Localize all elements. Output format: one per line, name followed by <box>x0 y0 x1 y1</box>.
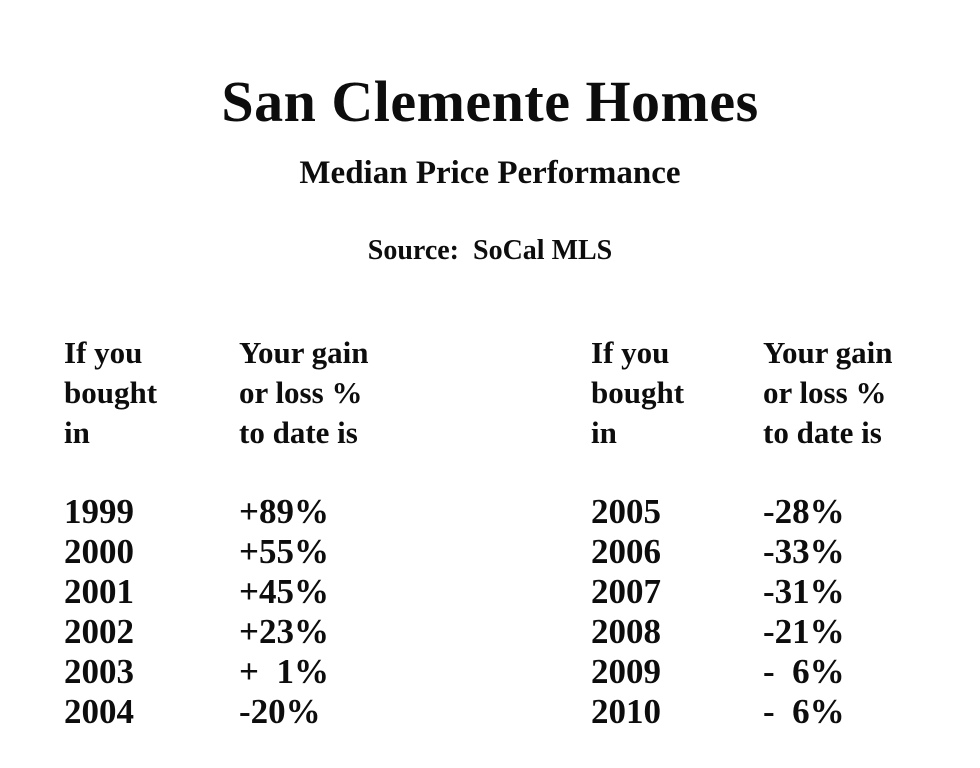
table-row: 2008 -21% <box>591 612 893 652</box>
table-row: 2000 +55% <box>64 532 369 572</box>
gain-cell: -20% <box>239 692 321 731</box>
gain-cell: -28% <box>763 492 845 531</box>
gain-cell: - 6% <box>763 652 845 691</box>
year-column-header: If you bought in <box>591 335 685 450</box>
table-row: 2001 +45% <box>64 572 369 612</box>
year-cell: 2000 <box>64 532 134 571</box>
gain-cell: -21% <box>763 612 845 651</box>
table-row: 2006 -33% <box>591 532 893 572</box>
header-spacer <box>591 453 893 492</box>
table-row: 2002 +23% <box>64 612 369 652</box>
year-cell: 2005 <box>591 492 661 531</box>
gain-cell: +89% <box>239 492 329 531</box>
price-table-left: If you bought in Your gain or loss % to … <box>64 333 369 732</box>
year-cell: 2003 <box>64 652 134 691</box>
source-label: Source: SoCal MLS <box>367 235 613 266</box>
table-header-row: If you bought in Your gain or loss % to … <box>591 333 893 453</box>
table-row: 2005 -28% <box>591 492 893 532</box>
table-row: 2004 -20% <box>64 692 369 732</box>
year-cell: 2006 <box>591 532 661 571</box>
gain-cell: +23% <box>239 612 329 651</box>
price-table-right: If you bought in Your gain or loss % to … <box>591 333 893 732</box>
year-cell: 2008 <box>591 612 661 651</box>
table-header-row: If you bought in Your gain or loss % to … <box>64 333 369 453</box>
year-cell: 2010 <box>591 692 661 731</box>
year-cell: 2002 <box>64 612 134 651</box>
table-row: 2007 -31% <box>591 572 893 612</box>
gain-cell: -31% <box>763 572 845 611</box>
gain-cell: - 6% <box>763 692 845 731</box>
table-row: 2009 - 6% <box>591 652 893 692</box>
year-cell: 2007 <box>591 572 661 611</box>
page-subtitle: Median Price Performance <box>299 155 681 191</box>
page-title: San Clemente Homes <box>221 69 759 134</box>
gain-cell: + 1% <box>239 652 329 691</box>
table-row: 2003 + 1% <box>64 652 369 692</box>
gain-column-header: Your gain or loss % to date is <box>763 335 893 450</box>
table-row: 1999 +89% <box>64 492 369 532</box>
year-column-header: If you bought in <box>64 335 158 450</box>
year-cell: 2001 <box>64 572 134 611</box>
gain-cell: +45% <box>239 572 329 611</box>
year-cell: 2004 <box>64 692 134 731</box>
table-row: 2010 - 6% <box>591 692 893 732</box>
gain-column-header: Your gain or loss % to date is <box>239 335 369 450</box>
header-spacer <box>64 453 369 492</box>
year-cell: 1999 <box>64 492 134 531</box>
gain-cell: -33% <box>763 532 845 571</box>
year-cell: 2009 <box>591 652 661 691</box>
gain-cell: +55% <box>239 532 329 571</box>
